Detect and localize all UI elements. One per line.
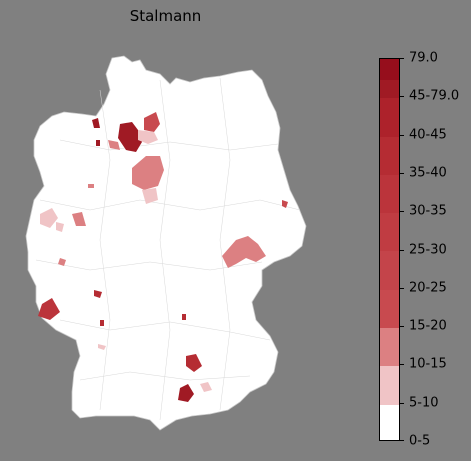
region-muenchen	[178, 384, 194, 402]
germany-land	[25, 55, 307, 431]
colorbar-tick	[400, 326, 404, 328]
district-borders	[35, 77, 301, 421]
region-osnabrueck	[88, 184, 94, 188]
colorbar-tick	[400, 211, 404, 213]
colorbar	[379, 58, 400, 441]
region-ruhr-east	[72, 212, 86, 226]
region-hannover	[132, 156, 164, 190]
colorbar-top-band	[380, 59, 399, 81]
region-karlsruhe	[100, 320, 104, 326]
colorbar-segment	[380, 135, 399, 175]
colorbar-tick	[400, 249, 404, 251]
map-title: Stalmann	[129, 7, 202, 25]
region-hamburg	[118, 122, 142, 152]
region-small-nw	[108, 140, 120, 150]
colorbar-label: 0-5	[409, 433, 431, 449]
region-baden	[98, 344, 106, 350]
colorbar-tick	[400, 440, 404, 441]
colorbar-segment	[380, 288, 399, 329]
region-lueneburg	[144, 112, 160, 132]
colorbar-segment	[380, 97, 399, 137]
colorbar-tick	[400, 58, 404, 59]
colorbar-tick	[400, 402, 404, 404]
region-hannover-south	[142, 188, 158, 204]
colorbar-label: 45-79.0	[409, 88, 460, 104]
colorbar-tick	[400, 364, 404, 366]
colorbar-label: 30-35	[409, 203, 447, 219]
colorbar-tick	[400, 96, 404, 98]
colorbar-label: 10-15	[409, 356, 447, 372]
region-dresden	[222, 236, 266, 268]
region-nuernberg	[182, 314, 186, 320]
germany-map	[25, 55, 307, 431]
region-koeln	[56, 222, 64, 232]
colorbar-segment	[380, 212, 399, 252]
colorbar-segment	[380, 250, 399, 290]
region-kiel	[92, 118, 100, 128]
colorbar-segment	[380, 403, 399, 440]
region-pfalz	[38, 298, 60, 320]
colorbar-label: 79.0	[409, 50, 438, 66]
region-regensburg	[186, 354, 202, 372]
colorbar-tick	[400, 134, 404, 136]
colorbar-label: 5-10	[409, 395, 439, 411]
region-goerlitz	[282, 200, 288, 208]
colorbar-segment	[380, 173, 399, 214]
region-rosenheim	[200, 382, 212, 392]
colorbar-label: 40-45	[409, 127, 447, 143]
colorbar-segment	[380, 365, 399, 405]
colorbar-tick	[400, 172, 404, 174]
colorbar-label: 15-20	[409, 318, 447, 334]
region-lueneburg-light	[138, 130, 158, 144]
colorbar-label: 25-30	[409, 242, 447, 257]
region-aachen	[58, 258, 66, 266]
colorbar-tick	[400, 287, 404, 289]
colorbar-label: 20-25	[409, 280, 447, 296]
region-mainz	[94, 290, 102, 298]
region-ruhr	[40, 208, 58, 228]
colorbar-label: 35-40	[409, 165, 447, 181]
colorbar-segment	[380, 327, 399, 367]
region-oldenburg	[96, 140, 100, 146]
